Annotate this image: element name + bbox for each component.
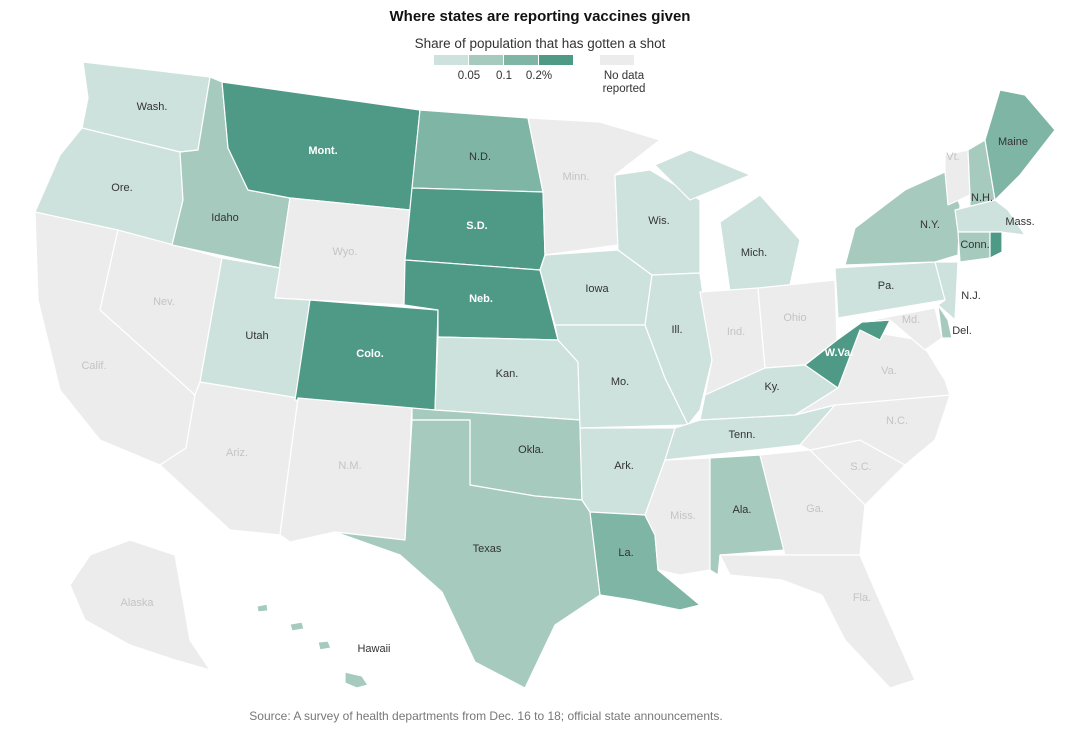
state-ny[interactable]	[844, 171, 961, 266]
state-fl[interactable]	[719, 554, 916, 689]
state-label-hi: Hawaii	[357, 643, 390, 655]
state-vt[interactable]	[944, 149, 971, 206]
state-label-nd: N.D.	[469, 151, 491, 163]
state-ga[interactable]	[759, 449, 866, 556]
state-mi-up[interactable]	[654, 149, 751, 201]
state-label-nj: N.J.	[961, 290, 981, 302]
state-label-ar: Ark.	[614, 460, 634, 472]
state-label-nh: N.H.	[971, 192, 993, 204]
state-hi-oahu[interactable]	[289, 621, 305, 632]
state-label-ia: Iowa	[585, 283, 609, 295]
state-label-la: La.	[618, 547, 633, 559]
state-label-oh: Ohio	[783, 312, 806, 324]
state-hi-kauai[interactable]	[256, 603, 269, 613]
state-label-vt: Vt.	[946, 151, 959, 163]
state-hi-maui[interactable]	[317, 640, 332, 651]
state-label-mo: Mo.	[611, 376, 629, 388]
state-label-md: Md.	[902, 314, 920, 326]
state-label-de: Del.	[952, 325, 972, 337]
state-mi[interactable]	[719, 194, 801, 293]
legend-swatch-4	[539, 55, 573, 65]
state-label-nv: Nev.	[153, 296, 175, 308]
state-label-nc: N.C.	[886, 415, 908, 427]
state-label-sd: S.D.	[466, 220, 487, 232]
state-label-sc: S.C.	[850, 461, 871, 473]
state-label-wy: Wyo.	[333, 246, 358, 258]
state-il[interactable]	[644, 272, 713, 426]
state-label-wa: Wash.	[137, 101, 168, 113]
state-label-ok: Okla.	[518, 444, 544, 456]
map-title: Where states are reporting vaccines give…	[389, 8, 691, 25]
legend-swatch-3	[504, 55, 538, 65]
state-label-il: Ill.	[672, 324, 683, 336]
state-de[interactable]	[937, 304, 953, 339]
state-label-ks: Kan.	[496, 368, 519, 380]
state-label-wi: Wis.	[648, 215, 669, 227]
state-label-ri: R.I.	[1000, 253, 1017, 265]
legend-swatch-1	[434, 55, 468, 65]
state-label-va: Va.	[881, 365, 897, 377]
state-label-tn: Tenn.	[729, 429, 756, 441]
state-tx[interactable]	[334, 419, 601, 689]
state-label-me: Maine	[998, 136, 1028, 148]
state-label-ny: N.Y.	[920, 219, 940, 231]
state-label-az: Ariz.	[226, 447, 248, 459]
state-label-ca: Calif.	[81, 360, 106, 372]
state-shapes	[34, 61, 1056, 689]
state-label-ma: Mass.	[1005, 216, 1034, 228]
source-note: Source: A survey of health departments f…	[249, 709, 723, 723]
state-label-wv: W.Va.	[825, 347, 854, 359]
legend-swatch-no-data	[600, 55, 634, 65]
state-label-tx: Texas	[473, 543, 502, 555]
state-label-mn: Minn.	[563, 171, 590, 183]
state-label-id: Idaho	[211, 212, 239, 224]
map-subtitle: Share of population that has gotten a sh…	[414, 36, 666, 51]
state-label-ak: Alaska	[120, 597, 154, 609]
state-hi[interactable]	[344, 671, 369, 689]
legend-break-label: 0.1	[496, 70, 512, 82]
legend-no-data-label: No data reported	[602, 70, 646, 95]
state-ri[interactable]	[989, 231, 1003, 259]
legend-swatch-2	[469, 55, 503, 65]
state-wv[interactable]	[804, 319, 891, 389]
state-label-ga: Ga.	[806, 503, 824, 515]
state-label-mt: Mont.	[308, 145, 337, 157]
state-ak[interactable]	[69, 539, 211, 671]
state-label-or: Ore.	[111, 182, 132, 194]
state-label-nm: N.M.	[338, 460, 361, 472]
state-md[interactable]	[861, 307, 943, 351]
state-label-ut: Utah	[245, 330, 268, 342]
legend-break-label: 0.2%	[525, 70, 553, 82]
state-label-al: Ala.	[733, 504, 752, 516]
legend-break-label: 0.05	[457, 70, 481, 82]
state-labels: Wash. Ore. Calif. Nev. Idaho Mont. Wyo. …	[81, 101, 1034, 655]
state-label-ne: Neb.	[469, 293, 493, 305]
state-nj[interactable]	[934, 261, 959, 321]
state-label-co: Colo.	[356, 348, 384, 360]
state-label-mi: Mich.	[741, 247, 767, 259]
state-label-ct: Conn.	[960, 239, 989, 251]
state-label-ky: Ky.	[764, 381, 779, 393]
state-label-in: Ind.	[727, 326, 745, 338]
state-label-pa: Pa.	[878, 280, 895, 292]
legend: 0.05 0.1 0.2% No data reported	[434, 55, 654, 100]
state-label-ms: Miss.	[670, 510, 696, 522]
state-label-fl: Fla.	[853, 592, 871, 604]
